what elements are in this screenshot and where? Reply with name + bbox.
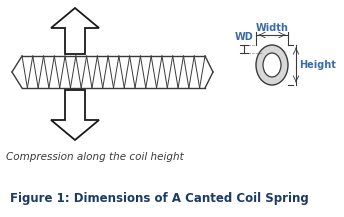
Polygon shape: [51, 8, 99, 54]
Ellipse shape: [263, 53, 281, 77]
Polygon shape: [51, 90, 99, 140]
Ellipse shape: [256, 45, 288, 85]
Text: Width: Width: [256, 23, 288, 33]
Text: WD: WD: [235, 32, 254, 42]
Text: Compression along the coil height: Compression along the coil height: [6, 152, 184, 162]
Text: Figure 1: Dimensions of A Canted Coil Spring: Figure 1: Dimensions of A Canted Coil Sp…: [10, 192, 309, 205]
Text: Height: Height: [299, 60, 336, 70]
